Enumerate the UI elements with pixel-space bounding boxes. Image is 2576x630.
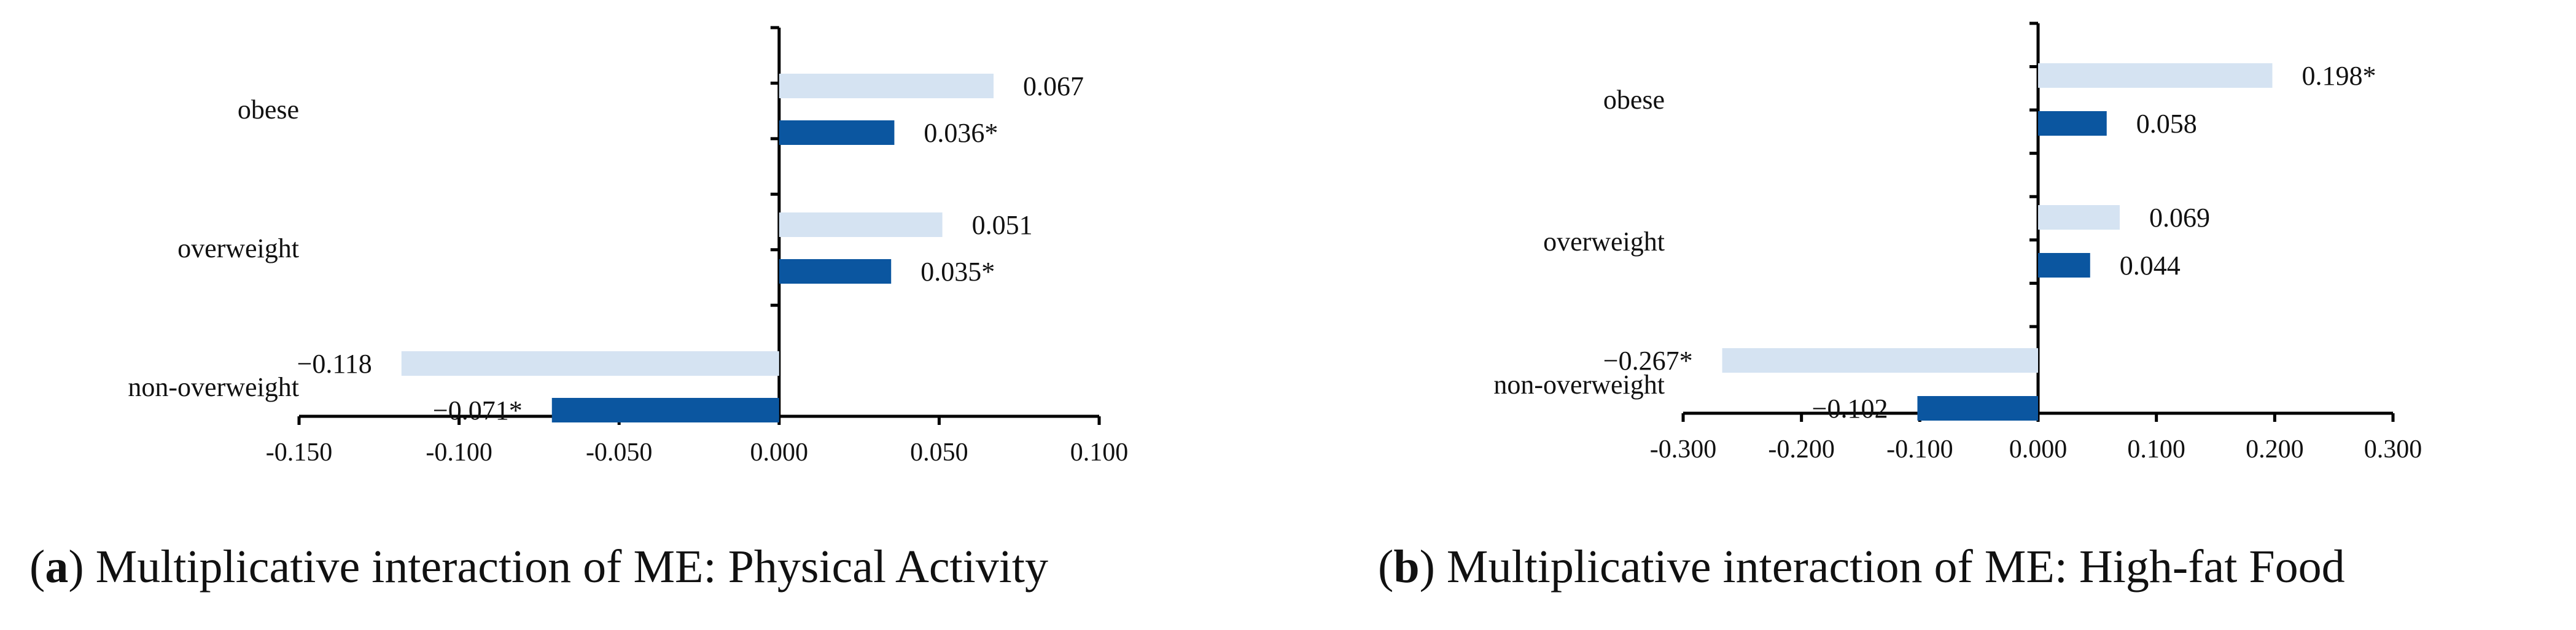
chart-panel-b: -0.300 -0.200 -0.100 0.000 0.100 0.200 0.300 0.… — [1288, 0, 2576, 630]
caption-b-open: ( — [1378, 541, 1394, 593]
caption-a-open: ( — [29, 541, 45, 593]
chart-b-x-tick-label: 0.300 — [2364, 435, 2422, 464]
chart-a-bar-dark — [779, 259, 892, 284]
chart-b-bar-dark — [1917, 396, 2038, 421]
chart-b-x-tick-label: -0.300 — [1650, 435, 1717, 464]
caption-a: (a) Multiplicative interaction of ME: Ph… — [29, 540, 1048, 594]
chart-b-data-label: 0.198* — [2302, 61, 2376, 91]
chart-b-svg: -0.300 -0.200 -0.100 0.000 0.100 0.200 0.300 0.… — [1493, 21, 2422, 464]
chart-b-category-label: overweight — [1543, 227, 1665, 257]
caption-b-text: Multiplicative interaction of ME: High-f… — [1434, 541, 2345, 593]
chart-b-bar-light — [2038, 63, 2273, 88]
chart-b-bar-light — [1722, 348, 2038, 373]
chart-a-bar-dark — [551, 398, 779, 422]
chart-a-x-tick-label: -0.050 — [586, 438, 653, 467]
chart-a-category-label: overweight — [177, 233, 299, 263]
caption-a-close: ) — [68, 541, 84, 593]
chart-a-bar-light — [401, 351, 779, 376]
chart-b-x-tick-label: -0.100 — [1886, 435, 1953, 464]
chart-a-category-label: non-overweight — [128, 372, 299, 402]
chart-a-x-tick-label: 0.050 — [910, 438, 968, 467]
chart-a-bar-light — [779, 212, 943, 237]
chart-a-data-label: 0.036* — [924, 118, 998, 148]
chart-b-data-label: 0.058 — [2136, 109, 2197, 139]
caption-b: (b) Multiplicative interaction of ME: Hi… — [1378, 540, 2345, 594]
chart-b-data-label: 0.069 — [2149, 203, 2210, 233]
chart-b-x-tick-label: 0.000 — [2009, 435, 2068, 464]
chart-b-category-label: obese — [1603, 85, 1665, 115]
chart-b-data-label: −0.267* — [1603, 346, 1693, 376]
chart-a-x-tick-label: -0.150 — [266, 438, 333, 467]
caption-a-letter: a — [45, 541, 69, 593]
chart-b-x-tick-label: -0.200 — [1768, 435, 1835, 464]
caption-b-letter: b — [1393, 541, 1420, 593]
chart-a-bar-light — [779, 74, 994, 98]
chart-a-svg: -0.150 -0.100 -0.050 0.000 0.050 0.100 0.067 0.… — [128, 26, 1129, 467]
chart-b-bar-dark — [2038, 111, 2107, 136]
chart-a-data-label: −0.118 — [297, 349, 372, 379]
chart-a-x-tick-label: 0.000 — [750, 438, 809, 467]
chart-b-data-label: −0.102 — [1812, 394, 1888, 424]
chart-b-bar-light — [2038, 205, 2120, 230]
caption-b-close: ) — [1419, 541, 1435, 593]
chart-a-x-tick-label: -0.100 — [426, 438, 492, 467]
chart-a-category-label: obese — [238, 95, 299, 125]
chart-a-data-label: −0.071* — [433, 395, 523, 426]
chart-b-bar-dark — [2038, 253, 2090, 278]
chart-a-data-label: 0.035* — [920, 257, 995, 287]
chart-a-data-label: 0.051 — [972, 210, 1033, 240]
chart-b-category-label: non-overweight — [1493, 370, 1665, 400]
chart-a-bar-dark — [779, 120, 895, 145]
chart-panel-a: -0.150 -0.100 -0.050 0.000 0.050 0.100 0.067 0.… — [29, 26, 1129, 594]
chart-b-x-tick-label: 0.200 — [2246, 435, 2304, 464]
chart-a-x-tick-label: 0.100 — [1070, 438, 1129, 467]
caption-a-text: Multiplicative interaction of ME: Physic… — [84, 541, 1049, 593]
chart-b-data-label: 0.044 — [2120, 251, 2181, 281]
chart-a-data-label: 0.067 — [1023, 71, 1084, 101]
chart-b-x-tick-label: 0.100 — [2127, 435, 2185, 464]
